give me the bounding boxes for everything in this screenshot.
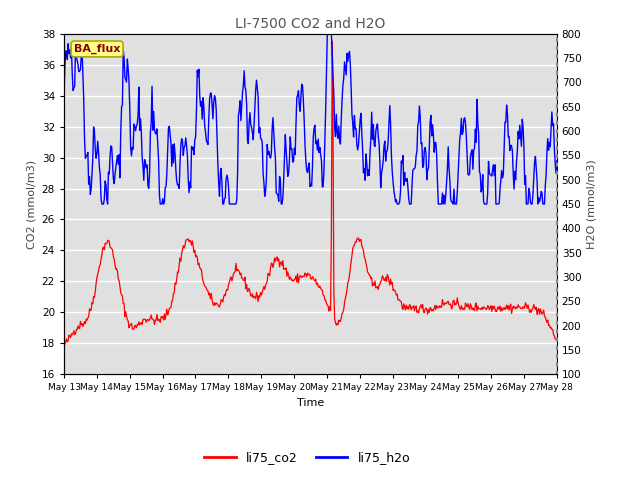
- Title: LI-7500 CO2 and H2O: LI-7500 CO2 and H2O: [236, 17, 385, 31]
- Y-axis label: H2O (mmol/m3): H2O (mmol/m3): [587, 159, 597, 249]
- Legend: li75_co2, li75_h2o: li75_co2, li75_h2o: [200, 446, 415, 469]
- X-axis label: Time: Time: [297, 398, 324, 408]
- Y-axis label: CO2 (mmol/m3): CO2 (mmol/m3): [26, 159, 36, 249]
- Text: BA_flux: BA_flux: [74, 44, 120, 54]
